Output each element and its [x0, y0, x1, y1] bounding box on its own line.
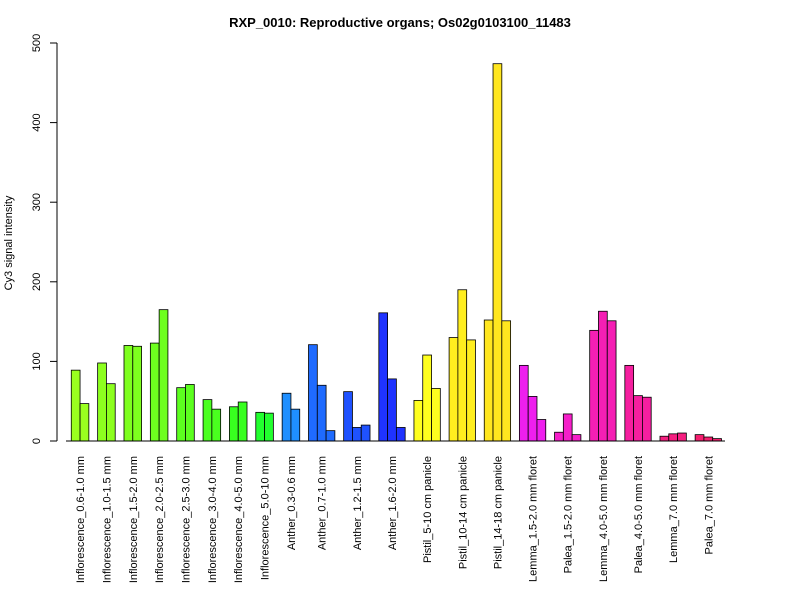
bar [158, 309, 169, 442]
bar [229, 406, 239, 442]
bars-layer [70, 63, 722, 442]
x-category-label: Inflorescence_2.0-2.5 mm [154, 456, 166, 583]
bar [70, 369, 81, 442]
bar [422, 354, 432, 442]
x-category-label: Palea_1.5-2.0 mm floret [563, 456, 575, 573]
bar [325, 430, 336, 442]
y-tick-label: 400 [31, 113, 43, 131]
bar [316, 384, 327, 442]
bar [413, 399, 424, 442]
y-tick-label: 200 [31, 273, 43, 291]
x-category-label: Inflorescence_1.5-2.0 mm [128, 456, 140, 583]
bar [659, 435, 670, 442]
bar [202, 399, 213, 442]
x-category-label: Anther_0.3-0.6 mm [286, 456, 298, 550]
bar [176, 387, 186, 442]
bar [185, 384, 195, 442]
bar [483, 319, 494, 442]
x-category-label: Palea_4.0-5.0 mm floret [633, 456, 645, 573]
x-category-label: Lemma_1.5-2.0 mm floret [528, 456, 540, 582]
x-category-label: Inflorescence_5.0-10 mm [260, 456, 272, 580]
x-category-label: Inflorescence_0.6-1.0 mm [75, 456, 87, 583]
bar [501, 320, 512, 442]
category-labels: Inflorescence_0.6-1.0 mm Inflorescence_1.… [75, 456, 715, 583]
bar [255, 411, 265, 442]
bar [290, 408, 301, 442]
x-category-label: Inflorescence_1.0-1.5 mm [101, 456, 113, 583]
y-tick-label: 0 [31, 438, 43, 444]
bar [633, 395, 643, 442]
bar [668, 433, 678, 442]
bar [123, 345, 134, 442]
x-category-label: Inflorescence_4.0-5.0 mm [233, 456, 245, 583]
bar [677, 432, 687, 442]
bar [589, 329, 599, 442]
bar [343, 391, 353, 442]
bar [642, 396, 652, 442]
x-category-label: Inflorescence_3.0-4.0 mm [207, 456, 219, 583]
bar [211, 408, 222, 442]
bar [518, 364, 529, 442]
x-category-label: Palea_7.0 mm floret [703, 456, 715, 554]
bar [106, 383, 116, 442]
bar [694, 434, 705, 442]
bar [308, 344, 318, 442]
bar [606, 320, 617, 442]
x-category-label: Lemma_7.0 mm floret [668, 456, 680, 563]
bar [264, 412, 274, 442]
bar [448, 337, 459, 442]
bar [281, 392, 292, 442]
x-category-label: Lemma_4.0-5.0 mm floret [598, 456, 610, 582]
y-axis: 0 100 200 300 400 500 [31, 34, 58, 444]
x-category-label: Anther_1.2-1.5 mm [352, 456, 364, 550]
bar [132, 345, 142, 442]
bar [457, 289, 468, 442]
bar [466, 339, 476, 442]
chart-title: RXP_0010: Reproductive organs; Os02g0103… [229, 15, 571, 30]
x-category-label: Anther_0.7-1.0 mm [317, 456, 329, 550]
bar [598, 310, 608, 442]
bar [97, 362, 107, 442]
bar [536, 419, 547, 442]
x-category-label: Pistil_5-10 cm panicle [422, 456, 434, 563]
x-category-label: Inflorescence_2.5-3.0 mm [181, 456, 193, 583]
bar [431, 388, 441, 442]
bar [492, 63, 503, 442]
bar [562, 413, 573, 442]
bar [624, 364, 635, 442]
bar [527, 396, 538, 442]
bar [352, 427, 362, 442]
bar [703, 436, 714, 442]
y-tick-label: 500 [31, 34, 43, 52]
bar [378, 312, 388, 442]
bar [237, 401, 248, 442]
bar [79, 403, 90, 442]
x-category-label: Anther_1.6-2.0 mm [387, 456, 399, 550]
x-category-label: Pistil_10-14 cm panicle [457, 456, 469, 569]
y-axis-label: Cy3 signal intensity [3, 195, 15, 290]
x-category-label: Pistil_14-18 cm panicle [492, 456, 504, 569]
bar [360, 424, 371, 442]
bar [554, 431, 564, 442]
bar [387, 378, 397, 442]
bar [149, 342, 160, 442]
bar [571, 434, 582, 442]
bar [395, 427, 406, 442]
y-tick-label: 300 [31, 193, 43, 211]
y-tick-label: 100 [31, 352, 43, 370]
